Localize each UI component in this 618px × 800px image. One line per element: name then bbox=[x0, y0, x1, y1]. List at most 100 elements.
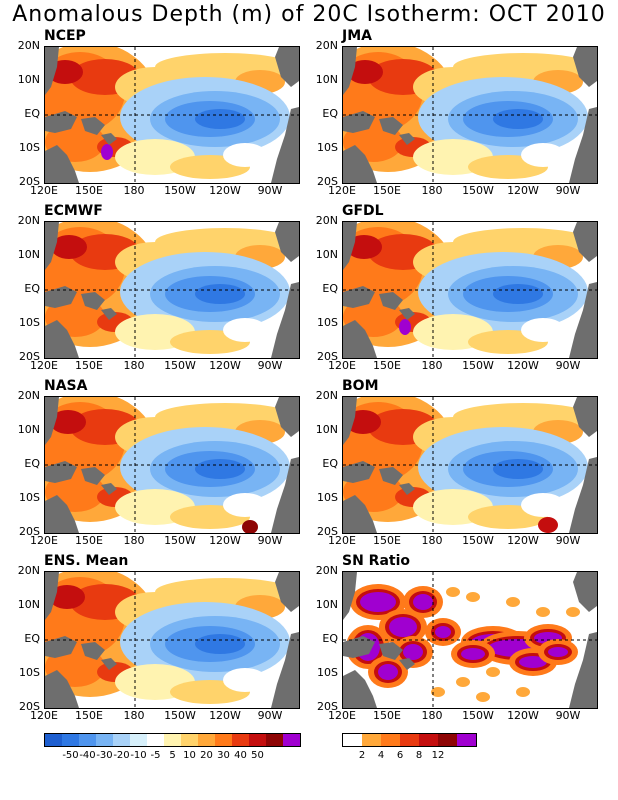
lon-label: 90W bbox=[555, 534, 581, 547]
lat-label: EQ bbox=[322, 282, 338, 295]
lat-label: 20N bbox=[17, 39, 40, 52]
lon-label: 180 bbox=[123, 184, 145, 197]
colorbar-swatch bbox=[266, 734, 283, 746]
colorbar-swatch bbox=[198, 734, 215, 746]
colorbar-swatch bbox=[283, 734, 300, 746]
lat-label: 20S bbox=[317, 525, 338, 538]
lat-label: 10N bbox=[315, 73, 338, 86]
lat-label: 10S bbox=[19, 141, 40, 154]
lat-label: 10N bbox=[315, 248, 338, 261]
lon-label: 150W bbox=[164, 359, 196, 372]
lat-label: EQ bbox=[24, 107, 40, 120]
lon-label: 90W bbox=[257, 359, 283, 372]
colorbar-swatch bbox=[79, 734, 96, 746]
lon-label: 120W bbox=[209, 184, 241, 197]
colorbar-tick: 40 bbox=[234, 750, 247, 761]
panel-label: GFDL bbox=[342, 203, 384, 219]
colorbar-swatch bbox=[438, 734, 457, 746]
colorbar-tick: -50 bbox=[62, 750, 79, 761]
lon-label: 120W bbox=[507, 709, 539, 722]
map-panel: NASA 20N 10N EQ 10S 20S 120E 150E 180 150W 120W 90W bbox=[0, 378, 300, 552]
lon-label: 120E bbox=[30, 534, 58, 547]
lon-label: 90W bbox=[555, 184, 581, 197]
map-field bbox=[343, 47, 597, 183]
lon-label: 120E bbox=[30, 709, 58, 722]
lat-label: 20S bbox=[19, 350, 40, 363]
lon-label: 150W bbox=[462, 359, 494, 372]
lat-label: 10S bbox=[317, 141, 338, 154]
lon-label: 90W bbox=[555, 359, 581, 372]
lat-label: 10S bbox=[19, 491, 40, 504]
lat-label: 10N bbox=[315, 598, 338, 611]
lon-label: 90W bbox=[257, 534, 283, 547]
lat-label: 10N bbox=[17, 248, 40, 261]
colorbar-swatch bbox=[45, 734, 62, 746]
lat-label: 20S bbox=[19, 175, 40, 188]
colorbar-tick: 2 bbox=[358, 750, 366, 761]
colorbar-swatch bbox=[62, 734, 79, 746]
lat-label: 10S bbox=[19, 316, 40, 329]
panel-label: BOM bbox=[342, 378, 379, 394]
map-area bbox=[342, 221, 598, 359]
lat-label: 10N bbox=[17, 598, 40, 611]
map-panel: BOM 20N 10N EQ 10S 20S 120E 150E 180 150W 120W 90W bbox=[298, 378, 598, 552]
lat-label: EQ bbox=[24, 632, 40, 645]
lat-label: EQ bbox=[24, 457, 40, 470]
lon-label: 150E bbox=[75, 534, 103, 547]
lon-label: 120W bbox=[209, 359, 241, 372]
panel-label: JMA bbox=[342, 28, 372, 44]
lon-label: 90W bbox=[257, 709, 283, 722]
lon-label: 150W bbox=[164, 709, 196, 722]
map-panel: ECMWF 20N 10N EQ 10S 20S 120E 150E 180 150W 120W 90… bbox=[0, 203, 300, 377]
lon-label: 180 bbox=[421, 184, 443, 197]
lat-label: 20S bbox=[19, 525, 40, 538]
lon-label: 120E bbox=[328, 359, 356, 372]
map-panel: GFDL 20N 10N EQ 10S 20S 120E 150E 180 150W 120W 90W bbox=[298, 203, 598, 377]
lon-label: 150E bbox=[75, 184, 103, 197]
colorbar-tick: 30 bbox=[217, 750, 230, 761]
lat-label: 10S bbox=[317, 491, 338, 504]
colorbar-swatch bbox=[147, 734, 164, 746]
lat-label: 20S bbox=[317, 175, 338, 188]
colorbar-tick: 8 bbox=[415, 750, 423, 761]
colorbar-tick: 20 bbox=[200, 750, 213, 761]
figure-title: Anomalous Depth (m) of 20C Isotherm: OCT… bbox=[12, 2, 606, 27]
panel-label: SN Ratio bbox=[342, 553, 411, 569]
lon-label: 120E bbox=[30, 184, 58, 197]
panel-label: NASA bbox=[44, 378, 88, 394]
map-area bbox=[44, 571, 300, 709]
lat-label: 20N bbox=[315, 214, 338, 227]
lon-label: 180 bbox=[421, 359, 443, 372]
colorbar-tick: 12 bbox=[431, 750, 445, 761]
lat-label: EQ bbox=[322, 457, 338, 470]
lon-label: 180 bbox=[421, 709, 443, 722]
lon-label: 150E bbox=[373, 709, 401, 722]
lon-label: 120E bbox=[328, 534, 356, 547]
lat-label: 20S bbox=[317, 700, 338, 713]
lat-label: 10N bbox=[315, 423, 338, 436]
map-field bbox=[343, 397, 597, 533]
map-field bbox=[45, 47, 299, 183]
map-area bbox=[44, 221, 300, 359]
colorbar-swatch bbox=[215, 734, 232, 746]
map-field bbox=[343, 222, 597, 358]
colorbar-swatch bbox=[381, 734, 400, 746]
lon-label: 120E bbox=[30, 359, 58, 372]
panel-label: ECMWF bbox=[44, 203, 103, 219]
map-panel: NCEP 20N 10N EQ 10S 20S 120E 150E 180 150W 120W 90W bbox=[0, 28, 300, 202]
map-area bbox=[44, 46, 300, 184]
lat-label: 20S bbox=[317, 350, 338, 363]
lon-label: 150W bbox=[462, 184, 494, 197]
lon-label: 150W bbox=[462, 709, 494, 722]
lon-label: 180 bbox=[123, 359, 145, 372]
colorbar-tick: -5 bbox=[150, 750, 161, 761]
lon-label: 150E bbox=[373, 184, 401, 197]
colorbar-tick: 4 bbox=[377, 750, 385, 761]
lat-label: 20N bbox=[17, 389, 40, 402]
lon-label: 120E bbox=[328, 184, 356, 197]
colorbar-swatch bbox=[130, 734, 147, 746]
colorbar-tick: 6 bbox=[396, 750, 404, 761]
panel-label: NCEP bbox=[44, 28, 86, 44]
map-area bbox=[342, 46, 598, 184]
colorbar-swatch bbox=[457, 734, 476, 746]
